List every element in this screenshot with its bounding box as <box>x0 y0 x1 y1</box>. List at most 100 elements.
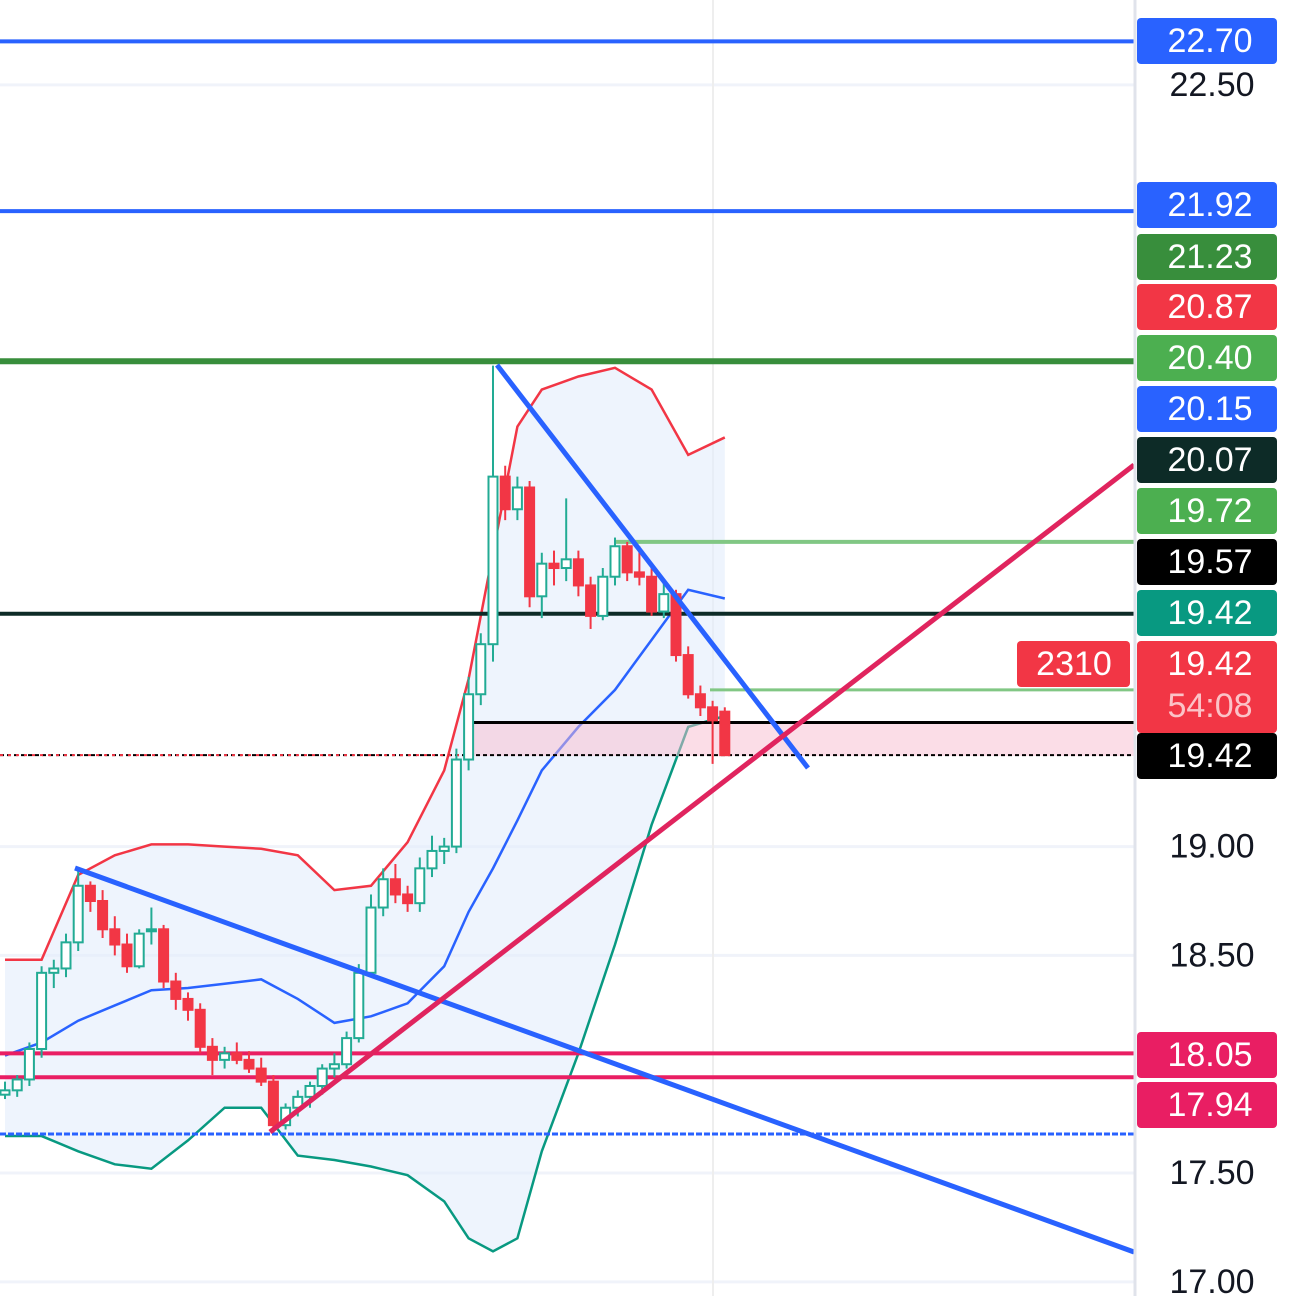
price-tag <box>1137 182 1277 228</box>
price-tag <box>1137 733 1277 779</box>
candle-body <box>365 906 377 974</box>
price-tag <box>1137 590 1277 636</box>
candle-body <box>11 1078 23 1092</box>
price-tag-label: 19.42 <box>1167 737 1252 775</box>
price-tag-label: 20.87 <box>1167 288 1252 326</box>
candle-body <box>304 1084 316 1098</box>
candle-body <box>121 943 133 968</box>
candle-body <box>597 575 609 617</box>
price-tag-label: 19.57 <box>1167 543 1252 581</box>
candle-body <box>524 486 536 598</box>
candle-body <box>36 971 48 1050</box>
zone <box>470 721 1134 756</box>
y-tick-label: 19.00 <box>1169 828 1254 866</box>
candle-body <box>133 932 145 968</box>
candle-body <box>267 1080 279 1127</box>
candles <box>0 365 731 1134</box>
candle-body <box>682 654 694 696</box>
trend-line <box>495 363 810 770</box>
candle-body <box>353 971 365 1040</box>
candle-body <box>84 884 96 902</box>
price-tag-label: 22.70 <box>1167 22 1252 60</box>
candle-body <box>487 475 499 646</box>
trend-line <box>74 865 1135 1255</box>
price-tags: 22.70 21.92 21.23 20.87 20.40 20.15 20.07 19.72… <box>1017 18 1277 1128</box>
candle-body <box>23 1047 35 1081</box>
candle-body <box>426 849 438 870</box>
price-tag <box>1137 1032 1277 1078</box>
price-tag-label: 20.40 <box>1167 339 1252 377</box>
price-tag-label: 21.92 <box>1167 186 1252 224</box>
price-tag <box>1137 18 1277 64</box>
candle-body <box>60 941 72 970</box>
candle-body <box>72 884 84 944</box>
price-tag-label: 20.07 <box>1167 441 1252 479</box>
candle-body <box>145 928 157 933</box>
candle-body <box>243 1058 255 1070</box>
candle-body <box>255 1067 267 1083</box>
candle-body <box>658 593 670 613</box>
candle-body <box>341 1037 353 1066</box>
candle-body <box>109 928 121 946</box>
candle-body <box>219 1052 231 1061</box>
price-tag-label: 20.15 <box>1167 390 1252 428</box>
candle-body <box>463 693 475 761</box>
price-tag-label: 18.05 <box>1167 1036 1252 1074</box>
price-tag-label: 17.94 <box>1167 1086 1252 1124</box>
candle-body <box>170 980 182 1000</box>
band-middle <box>4 588 726 1057</box>
price-tag <box>1137 386 1277 432</box>
candle-body <box>536 562 548 598</box>
candle-body <box>609 545 621 578</box>
y-tick-label: 17.50 <box>1169 1154 1254 1192</box>
price-tag-label: 19.42 <box>1167 594 1252 632</box>
band-upper <box>5 366 726 962</box>
price-tag <box>1137 234 1277 280</box>
candle-body <box>707 706 719 722</box>
candle-body <box>511 486 523 511</box>
candle-body <box>402 893 414 905</box>
y-tick-label: 22.50 <box>1169 66 1254 104</box>
candle-body <box>316 1067 328 1087</box>
candle-body <box>633 571 645 578</box>
candle-body <box>48 967 60 974</box>
candle-body <box>585 584 597 617</box>
volume-label: 2310 <box>1036 645 1112 683</box>
price-tag <box>1137 437 1277 483</box>
price-tag <box>1137 641 1277 733</box>
candle-body <box>328 1063 340 1070</box>
candle-body <box>572 558 584 587</box>
candle-body <box>377 878 389 909</box>
levels <box>0 39 1134 1080</box>
price-tag <box>1137 284 1277 330</box>
candle-body <box>438 845 450 852</box>
candle-body <box>0 1089 11 1096</box>
candle-body <box>231 1052 243 1061</box>
candle-body <box>206 1045 218 1061</box>
price-tag-label: 19.72 <box>1167 492 1252 530</box>
y-tick-label: 17.00 <box>1169 1263 1254 1296</box>
candle-body <box>694 693 706 709</box>
price-tag-label: 21.23 <box>1167 238 1252 276</box>
band-lower <box>5 714 726 1253</box>
candle-body <box>499 475 511 511</box>
candle-body <box>548 562 560 570</box>
price-tag-label: 19.42 <box>1167 645 1252 683</box>
candle-body <box>560 558 572 570</box>
candle-body <box>158 928 170 983</box>
candle-body <box>414 867 426 905</box>
candle-body <box>719 710 731 757</box>
candle-body <box>646 575 658 613</box>
price-tag <box>1137 335 1277 381</box>
candle-body <box>182 997 194 1011</box>
price-tag <box>1137 488 1277 534</box>
candle-body <box>389 878 401 896</box>
candle-body <box>475 643 487 696</box>
price-tag <box>1137 1082 1277 1128</box>
countdown: 54:08 <box>1167 687 1252 725</box>
y-tick-label: 18.50 <box>1169 936 1254 974</box>
candle-body <box>621 545 633 574</box>
candle-body <box>194 1008 206 1048</box>
candle-body <box>97 899 109 931</box>
